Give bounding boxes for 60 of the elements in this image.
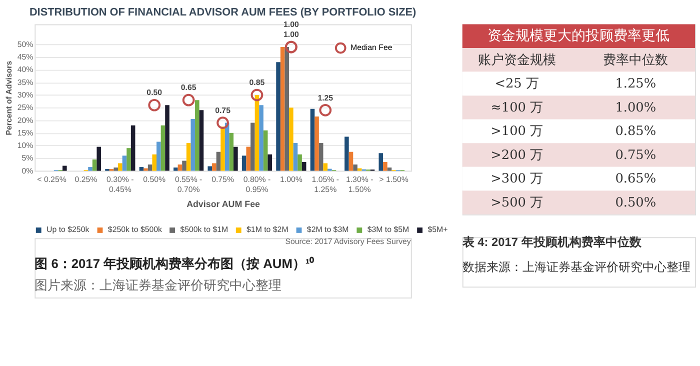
text: 资金规模更大的投顾费率更低 <box>488 28 670 44</box>
annotation: 1.00 <box>283 30 300 40</box>
y-tick-label: 25% <box>17 103 34 112</box>
x-tick-label: 0.55% - 0.70% <box>174 175 203 194</box>
text: 0.65% <box>615 172 656 187</box>
text: 表 4: 2017 年投顾机构费率中位数 <box>461 235 642 250</box>
x-tick-label: < 0.25% <box>37 175 66 184</box>
annotation: 1.25 <box>318 93 334 102</box>
caption: 图 6：2017 年投顾机构费率分布图（按 AUM）¹⁰ <box>34 256 315 271</box>
legend-label: $1M to $2M <box>246 225 288 234</box>
source-note: Source: 2017 Advisory Fees Survey <box>285 237 411 246</box>
text: 0.85% <box>615 124 656 140</box>
legend-label: $5M+ <box>428 225 448 234</box>
text: >500 万 <box>490 195 544 210</box>
text: 费率中位数 <box>603 52 668 68</box>
text: >100 万 <box>490 124 544 140</box>
x-tick-label: 0.75% <box>212 175 234 184</box>
source-note: 数据来源：上海证券基金评价研究中心整理 <box>462 260 690 274</box>
legend-label: Median Fee <box>350 43 393 52</box>
annotation: 1.00 <box>283 20 300 30</box>
annotation: 0.50 <box>146 88 163 98</box>
y-tick-label: 50% <box>17 40 34 49</box>
x-tick-label: 1.00% <box>280 175 302 184</box>
y-tick-label: 40% <box>17 65 34 74</box>
text: >200 万 <box>490 148 544 163</box>
y-tick-label: 5% <box>22 154 34 163</box>
y-axis-title: Percent of Advisors <box>4 60 14 136</box>
text: 0.50% <box>615 195 656 210</box>
legend-label: $500k to $1M <box>180 225 228 234</box>
legend-label: $2M to $3M <box>306 225 349 234</box>
text: ≈100 万 <box>490 100 544 116</box>
y-tick-label: 45% <box>17 52 34 62</box>
x-tick-label: 0.30% - 0.45% <box>106 175 134 194</box>
x-tick-label: 1.05% - 1.25% <box>312 175 340 194</box>
x-tick-label: 0.25% <box>74 175 98 184</box>
text: <25 万 <box>494 76 539 92</box>
annotation: 0.85 <box>249 78 266 88</box>
x-tick-label: 0.80% - 0.95% <box>243 175 271 194</box>
x-tick-label: 1.30% - 1.50% <box>346 175 374 194</box>
y-tick-label: 20% <box>17 116 34 125</box>
x-tick-label: > 1.50% <box>379 175 408 184</box>
y-tick-label: 35% <box>17 78 34 87</box>
y-tick-label: 10% <box>17 141 34 150</box>
text: 图片来源：上海证券基金评价研究中心整理 <box>34 278 282 293</box>
text: 1.25% <box>615 76 656 92</box>
legend-label: $250k to $500k <box>108 225 162 234</box>
text: 0.75% <box>615 148 656 163</box>
x-axis-title: Advisor AUM Fee <box>186 198 260 209</box>
annotation: 0.65 <box>180 83 197 92</box>
text: 1.00% <box>615 100 656 116</box>
chart-title: DISTRIBUTION OF FINANCIAL ADVISOR AUM FEES (BY PORTFOLIO SIZE) <box>29 6 416 18</box>
legend-label: Up to $250k <box>46 225 90 234</box>
annotation: 0.75 <box>215 106 232 115</box>
y-tick-label: 15% <box>17 128 34 138</box>
legend-label: $3M to $5M <box>367 225 410 234</box>
y-tick-label: 30% <box>17 90 34 100</box>
text: 账户资金规模 <box>478 52 556 68</box>
y-tick-label: 0% <box>22 166 34 176</box>
x-tick-label: 0.50% <box>143 175 166 184</box>
text: >300 万 <box>490 172 544 187</box>
